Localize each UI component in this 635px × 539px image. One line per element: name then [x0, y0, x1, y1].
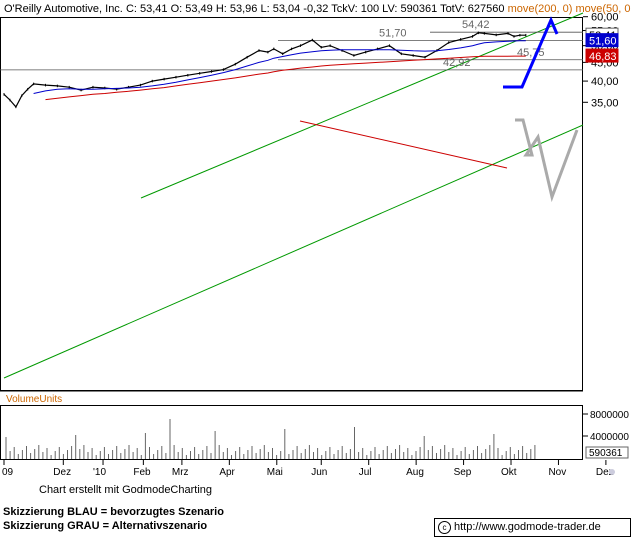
source-link[interactable]: c http://www.godmode-trader.de — [434, 518, 631, 537]
triangle-resistance-line — [299, 120, 508, 169]
x-tick-label: Mrz — [172, 467, 189, 478]
upper-channel-line — [140, 12, 584, 199]
x-tick-label: Sep — [454, 467, 472, 478]
gray-scenario-path — [515, 118, 579, 203]
volume-bars — [5, 419, 536, 459]
series-layer — [3, 31, 527, 109]
volume-tick-4m: 4000000 — [590, 432, 629, 443]
ma200-line — [45, 55, 526, 101]
ma50-legend: move(50, 0 — [575, 3, 630, 15]
x-tick-label: Nov — [548, 467, 566, 478]
chart-header: O'Reilly Automotive, Inc. C: 53,41 O: 53… — [4, 3, 630, 15]
y-tick-label: 35,00 — [591, 97, 619, 109]
trend-channel — [3, 12, 584, 379]
level-label: 51,70 — [379, 27, 407, 39]
x-tick-label: Jun — [311, 467, 327, 478]
level-label: 45,75 — [517, 47, 545, 59]
y-tick-label: 60,00 — [591, 12, 619, 24]
scenario-layer — [503, 16, 579, 203]
x-axis: 09 Dez '10 Feb Mrz Apr Mai Jun Jul Aug Sep Okt Nov De… — [2, 460, 614, 478]
ma200-tag-value: 46,83 — [589, 51, 617, 63]
volume-panel-frame — [0, 405, 583, 460]
ma50-tag-value: 51,60 — [589, 36, 617, 48]
legend-gray: Skizzierung GRAU = Alternativszenario — [3, 520, 208, 532]
level-label: 54,42 — [462, 19, 490, 31]
x-tick-label: 09 — [2, 467, 14, 478]
x-tick-label: Aug — [406, 467, 424, 478]
x-tick-label: '10 — [93, 467, 106, 478]
level-label: 42,92 — [443, 57, 471, 69]
ma200-tag — [585, 48, 619, 63]
volume-panel-label: VolumeUnits — [6, 394, 62, 405]
x-tick-label: Apr — [219, 467, 235, 478]
source-url: http://www.godmode-trader.de — [454, 521, 601, 533]
legend-blue: Skizzierung BLAU = bevorzugtes Szenario — [3, 506, 224, 518]
copyright-icon: c — [438, 520, 451, 534]
x-tick-label: Dez — [53, 467, 71, 478]
x-tick-label: Okt — [501, 467, 517, 478]
last-volume-value: 590361 — [589, 448, 623, 459]
x-tick-label: Feb — [133, 467, 151, 478]
godmode-logo-icon — [609, 469, 615, 475]
ma50-tag — [585, 33, 619, 48]
chart-credit: Chart erstellt mit GodmodeCharting — [39, 484, 213, 496]
ma50-line — [33, 40, 526, 94]
lower-channel-line — [3, 124, 584, 379]
x-tick-label: Dez — [596, 467, 614, 478]
volume-tick-8m: 8000000 — [590, 410, 629, 421]
y-tick-label: 40,00 — [591, 76, 619, 88]
legend-box: Skizzierung BLAU = bevorzugtes Szenario … — [3, 505, 224, 533]
x-tick-label: Jul — [359, 467, 372, 478]
x-tick-label: Mai — [267, 467, 283, 478]
blue-scenario-arrow — [503, 16, 559, 89]
last-volume-tag — [585, 446, 629, 459]
price-panel-frame — [0, 17, 583, 391]
ma200-legend: move(200, 0) — [508, 3, 573, 15]
